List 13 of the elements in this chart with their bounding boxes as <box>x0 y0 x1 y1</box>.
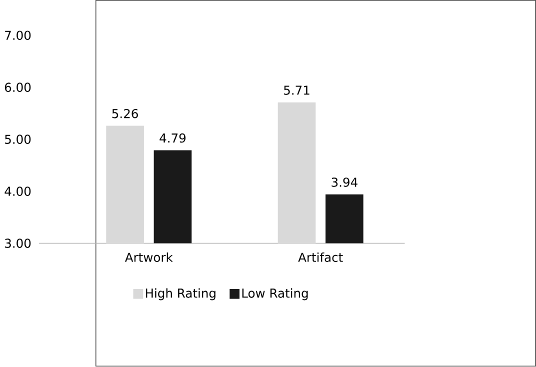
y-tick-label: 3.00 <box>5 238 31 248</box>
x-tick-label: Artwork <box>124 252 173 262</box>
data-label: 5.26 <box>112 109 138 118</box>
y-tick-label: 6.00 <box>4 82 31 92</box>
y-tick-label: 5.00 <box>5 134 31 144</box>
y-tick-label: 7.00 <box>5 30 31 40</box>
x-tick-label: Artifact <box>298 252 343 262</box>
y-tick-label: 4.00 <box>4 186 31 196</box>
legend-label: High Rating <box>146 288 216 300</box>
data-label: 4.79 <box>160 134 186 143</box>
data-label: 3.94 <box>332 178 358 188</box>
legend-label: Low Rating <box>242 288 308 300</box>
data-label: 5.71 <box>284 86 310 96</box>
